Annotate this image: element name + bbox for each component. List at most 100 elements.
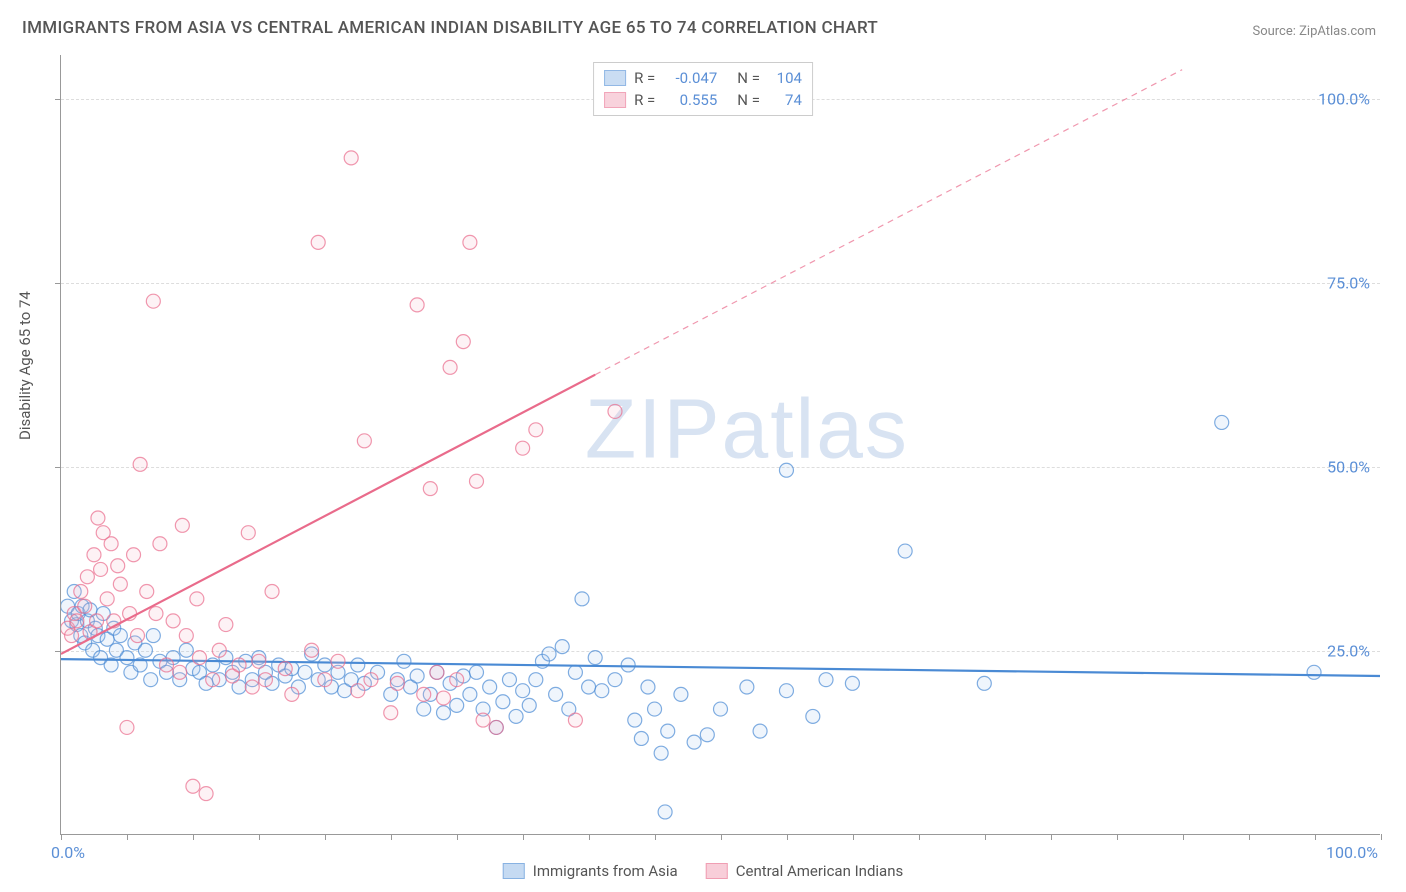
data-point xyxy=(568,665,582,679)
data-point xyxy=(582,680,596,694)
data-point xyxy=(542,647,556,661)
data-point xyxy=(357,434,371,448)
data-point xyxy=(219,618,233,632)
data-point xyxy=(131,629,145,643)
data-point xyxy=(149,607,163,621)
source-link[interactable]: ZipAtlas.com xyxy=(1299,24,1376,39)
y-axis-title: Disability Age 65 to 74 xyxy=(16,291,34,440)
data-point xyxy=(390,676,404,690)
data-point xyxy=(1307,665,1321,679)
data-point xyxy=(469,474,483,488)
data-point xyxy=(74,584,88,598)
data-point xyxy=(430,665,444,679)
data-point xyxy=(179,643,193,657)
data-point xyxy=(111,559,125,573)
legend-label: Central American Indians xyxy=(736,862,904,880)
data-point xyxy=(779,463,793,477)
data-point xyxy=(397,654,411,668)
data-point xyxy=(423,482,437,496)
data-point xyxy=(621,658,635,672)
data-point xyxy=(463,687,477,701)
data-point xyxy=(456,335,470,349)
source-prefix: Source: xyxy=(1252,24,1299,39)
trend-line xyxy=(61,375,595,654)
data-point xyxy=(779,684,793,698)
data-point xyxy=(648,702,662,716)
data-point xyxy=(516,684,530,698)
legend-r-label: R = xyxy=(634,91,655,109)
data-point xyxy=(305,643,319,657)
data-point xyxy=(146,294,160,308)
data-point xyxy=(654,746,668,760)
data-point xyxy=(384,706,398,720)
data-point xyxy=(674,687,688,701)
data-point xyxy=(595,684,609,698)
data-point xyxy=(634,731,648,745)
data-point xyxy=(140,584,154,598)
legend-n-value: 74 xyxy=(768,91,802,109)
legend-r-value: -0.047 xyxy=(663,69,717,87)
data-point xyxy=(806,709,820,723)
data-point xyxy=(173,665,187,679)
data-point xyxy=(437,706,451,720)
data-point xyxy=(608,404,622,418)
source-attribution: Source: ZipAtlas.com xyxy=(1252,24,1376,39)
data-point xyxy=(410,298,424,312)
data-point xyxy=(469,665,483,679)
legend-series: Immigrants from Asia Central American In… xyxy=(503,862,904,880)
data-point xyxy=(133,457,147,471)
data-point xyxy=(232,658,246,672)
data-point xyxy=(661,724,675,738)
data-point xyxy=(245,680,259,694)
legend-n-label: N = xyxy=(737,69,760,87)
legend-label: Immigrants from Asia xyxy=(533,862,678,880)
data-point xyxy=(186,779,200,793)
data-point xyxy=(90,614,104,628)
data-point xyxy=(113,629,127,643)
legend-n-label: N = xyxy=(737,91,760,109)
data-point xyxy=(568,713,582,727)
data-point xyxy=(516,441,530,455)
data-point xyxy=(364,673,378,687)
legend-row: R = 0.555 N = 74 xyxy=(604,89,802,111)
data-point xyxy=(555,640,569,654)
data-point xyxy=(298,665,312,679)
data-point xyxy=(104,537,118,551)
data-point xyxy=(94,562,108,576)
legend-item: Immigrants from Asia xyxy=(503,862,678,880)
data-point xyxy=(175,518,189,532)
data-point xyxy=(265,584,279,598)
data-point xyxy=(78,599,92,613)
data-point xyxy=(898,544,912,558)
data-point xyxy=(575,592,589,606)
data-point xyxy=(120,651,134,665)
data-point xyxy=(509,709,523,723)
data-point xyxy=(113,577,127,591)
data-point xyxy=(344,151,358,165)
data-point xyxy=(502,673,516,687)
data-point xyxy=(977,676,991,690)
data-point xyxy=(318,673,332,687)
legend-row: R = -0.047 N = 104 xyxy=(604,67,802,89)
legend-swatch xyxy=(706,863,728,879)
data-point xyxy=(120,720,134,734)
data-point xyxy=(241,526,255,540)
data-point xyxy=(285,687,299,701)
data-point xyxy=(628,713,642,727)
plot-area: ZIPatlas 25.0%50.0%75.0%100.0%0.0%100.0% xyxy=(60,55,1380,835)
data-point xyxy=(65,629,79,643)
chart-svg xyxy=(61,55,1380,834)
x-tick-label: 0.0% xyxy=(51,843,85,862)
legend-correlation: R = -0.047 N = 104 R = 0.555 N = 74 xyxy=(593,62,813,116)
data-point xyxy=(100,592,114,606)
data-point xyxy=(700,728,714,742)
data-point xyxy=(278,662,292,676)
data-point xyxy=(489,720,503,734)
data-point xyxy=(212,643,226,657)
data-point xyxy=(331,654,345,668)
data-point xyxy=(351,684,365,698)
chart-title: IMMIGRANTS FROM ASIA VS CENTRAL AMERICAN… xyxy=(22,18,878,38)
data-point xyxy=(529,423,543,437)
data-point xyxy=(146,629,160,643)
data-point xyxy=(410,669,424,683)
